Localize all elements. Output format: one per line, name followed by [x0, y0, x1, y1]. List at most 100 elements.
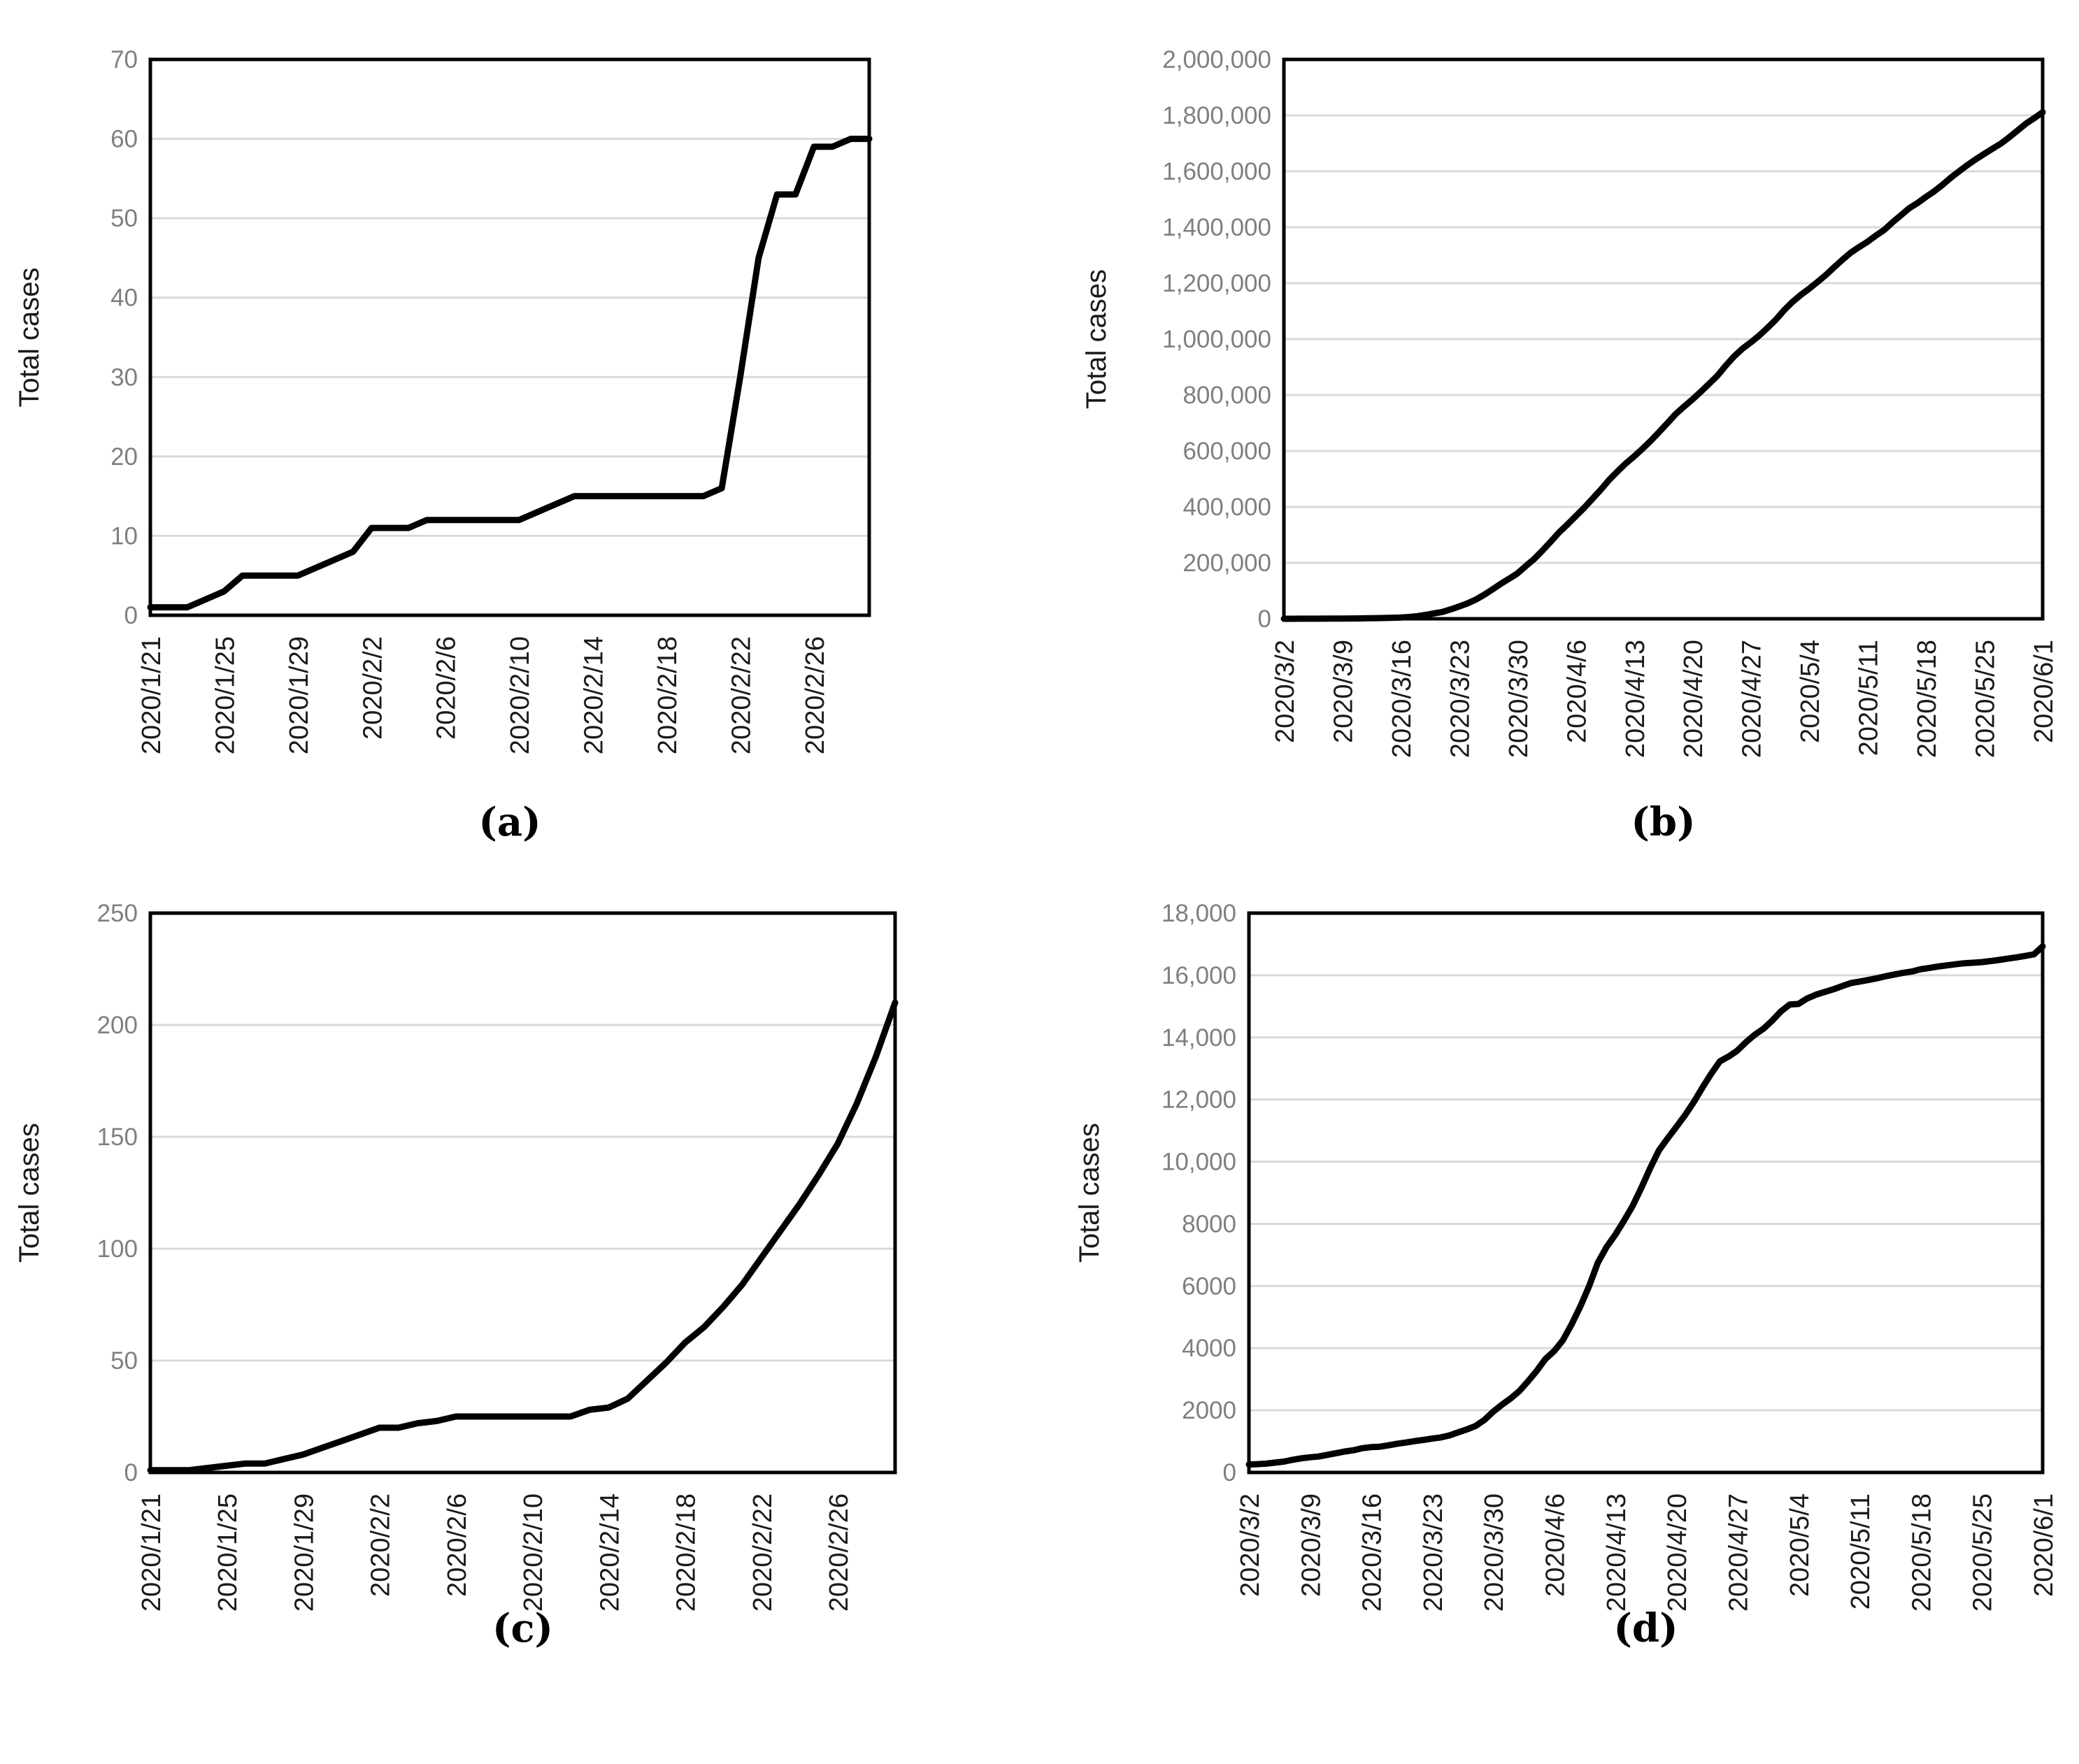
x-tick-label: 2020/5/18 — [1907, 1493, 1936, 1612]
y-tick-label: 4000 — [1182, 1335, 1236, 1362]
x-tick-label: 2020/3/23 — [1445, 640, 1475, 758]
x-tick-label: 2020/3/16 — [1358, 1493, 1387, 1612]
x-tick-label: 2020/2/6 — [443, 1493, 472, 1597]
chart-d-caption: (d) — [1613, 1605, 1678, 1651]
x-tick-label: 2020/1/21 — [137, 636, 166, 754]
y-tick-label: 10,000 — [1162, 1149, 1236, 1176]
data-series-line — [147, 999, 899, 1474]
x-tick-label: 2020/1/25 — [210, 636, 240, 754]
x-tick-label: 2020/3/9 — [1329, 640, 1358, 743]
y-tick-label: 1,600,000 — [1162, 158, 1271, 185]
y-tick-label: 70 — [110, 46, 138, 73]
y-tick-label: 40 — [110, 285, 138, 312]
x-tick-label: 2020/2/22 — [727, 636, 756, 754]
y-tick-label: 14,000 — [1162, 1024, 1236, 1052]
chart-c-panel: 0 50 100 150 200 250 2020/1/21 2020/1/25 2020/1/… — [0, 882, 1039, 1764]
chart-a-caption: (a) — [478, 799, 541, 845]
data-series-line — [1280, 109, 2046, 622]
x-tick-label: 2020/1/25 — [213, 1493, 243, 1612]
x-tick-label: 2020/2/26 — [824, 1493, 854, 1612]
x-tick-label: 2020/4/20 — [1679, 640, 1708, 758]
plot-border — [1247, 911, 2045, 1475]
x-tick-label: 2020/4/27 — [1724, 1493, 1753, 1612]
x-tick-label: 2020/1/29 — [285, 636, 314, 754]
x-tick-label: 2020/2/26 — [801, 636, 830, 754]
x-tick-label: 2020/5/11 — [1846, 1493, 1876, 1609]
y-tick-label: 800,000 — [1183, 382, 1271, 409]
y-tick-label: 18,000 — [1162, 900, 1236, 927]
y-tick-label: 10 — [110, 522, 138, 550]
x-tick-label: 2020/1/29 — [290, 1493, 319, 1612]
y-tick-label: 0 — [1223, 1459, 1236, 1486]
x-tick-label: 2020/5/11 — [1855, 640, 1884, 756]
x-tick-label: 2020/2/10 — [519, 1493, 548, 1612]
chart-a-canvas: 0 10 20 30 40 50 60 70 2020/1/21 2020/1/25 2020/1/… — [14, 46, 873, 754]
y-tick-label: 200,000 — [1183, 550, 1271, 577]
y-tick-label: 0 — [124, 602, 138, 629]
x-tick-label: 2020/2/22 — [748, 1493, 778, 1612]
y-tick-label: 400,000 — [1183, 494, 1271, 521]
x-tick-label: 2020/4/27 — [1738, 640, 1767, 758]
x-tick-label: 2020/2/18 — [653, 636, 683, 754]
y-tick-label: 0 — [1258, 605, 1271, 633]
y-tick-label: 20 — [110, 443, 138, 471]
chart-b-canvas: 0 200,000 400,000 600,000 800,000 1,000,000 1,… — [1081, 46, 2059, 758]
x-tick-label: 2020/3/16 — [1387, 640, 1417, 758]
x-tick-label: 2020/4/13 — [1621, 640, 1650, 758]
y-tick-label: 1,000,000 — [1162, 326, 1271, 353]
x-tick-label: 2020/5/18 — [1913, 640, 1942, 758]
plot-border — [148, 911, 897, 1475]
y-tick-label: 60 — [110, 126, 138, 153]
chart-d-canvas: 0 2000 4000 6000 8000 10,000 12,000 14,000 16,00… — [1074, 900, 2059, 1612]
x-tick-label: 2020/2/10 — [506, 636, 535, 754]
y-tick-label: 100 — [97, 1235, 138, 1263]
x-tick-label: 2020/3/23 — [1419, 1493, 1448, 1612]
data-series-line — [147, 136, 873, 611]
x-tick-label: 2020/5/4 — [1785, 1493, 1815, 1597]
y-tick-label: 200 — [97, 1012, 138, 1039]
y-tick-label: 1,400,000 — [1162, 214, 1271, 241]
chart-b-caption: (b) — [1631, 799, 1696, 845]
x-tick-label: 2020/3/2 — [1236, 1493, 1265, 1597]
x-tick-label: 2020/6/1 — [2029, 1493, 2059, 1597]
x-tick-label: 2020/4/6 — [1562, 640, 1592, 743]
y-tick-label: 50 — [110, 205, 138, 232]
chart-b-panel: 0 200,000 400,000 600,000 800,000 1,000,000 1,… — [1039, 0, 2079, 882]
y-tick-label: 0 — [124, 1459, 138, 1486]
y-tick-label: 8000 — [1182, 1210, 1236, 1238]
y-axis-title: Total cases — [14, 1123, 45, 1263]
y-axis-title: Total cases — [1074, 1123, 1105, 1263]
y-tick-label: 2000 — [1182, 1397, 1236, 1424]
y-tick-label: 30 — [110, 364, 138, 391]
x-tick-label: 2020/5/25 — [1969, 1493, 1998, 1612]
y-tick-label: 1,200,000 — [1162, 270, 1271, 297]
x-tick-label: 2020/6/1 — [2029, 640, 2059, 743]
y-tick-label: 2,000,000 — [1162, 46, 1271, 73]
y-axis-title: Total cases — [1081, 269, 1112, 409]
x-tick-label: 2020/3/30 — [1504, 640, 1534, 758]
x-tick-label: 2020/2/2 — [366, 1493, 396, 1597]
x-tick-label: 2020/1/21 — [137, 1493, 166, 1612]
data-series-line — [1245, 943, 2046, 1468]
x-tick-label: 2020/4/6 — [1541, 1493, 1571, 1597]
chart-a-panel: 0 10 20 30 40 50 60 70 2020/1/21 2020/1/25 2020/1/… — [0, 0, 1039, 882]
x-tick-label: 2020/5/25 — [1971, 640, 2001, 758]
x-tick-label: 2020/2/2 — [358, 636, 387, 740]
x-tick-label: 2020/2/14 — [595, 1493, 624, 1612]
plot-border — [148, 57, 871, 617]
y-axis-title: Total cases — [14, 267, 45, 407]
x-tick-label: 2020/4/13 — [1602, 1493, 1631, 1612]
x-tick-label: 2020/2/14 — [580, 636, 609, 754]
y-tick-label: 600,000 — [1183, 438, 1271, 465]
x-tick-label: 2020/5/4 — [1796, 640, 1825, 743]
x-tick-label: 2020/3/30 — [1480, 1493, 1509, 1612]
x-tick-label: 2020/2/6 — [432, 636, 462, 740]
y-tick-label: 1,800,000 — [1162, 102, 1271, 129]
y-tick-label: 250 — [97, 900, 138, 927]
y-tick-label: 150 — [97, 1124, 138, 1151]
x-tick-label: 2020/3/2 — [1271, 640, 1300, 743]
x-tick-label: 2020/3/9 — [1296, 1493, 1326, 1597]
y-tick-label: 16,000 — [1162, 962, 1236, 989]
chart-c-caption: (c) — [492, 1605, 554, 1651]
